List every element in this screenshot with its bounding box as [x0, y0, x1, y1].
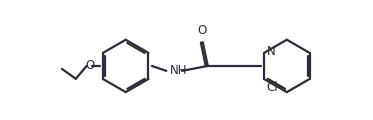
Text: NH: NH	[170, 64, 188, 77]
Text: N: N	[267, 45, 276, 58]
Text: O: O	[85, 59, 94, 72]
Text: O: O	[197, 24, 206, 37]
Text: Cl: Cl	[266, 81, 278, 94]
